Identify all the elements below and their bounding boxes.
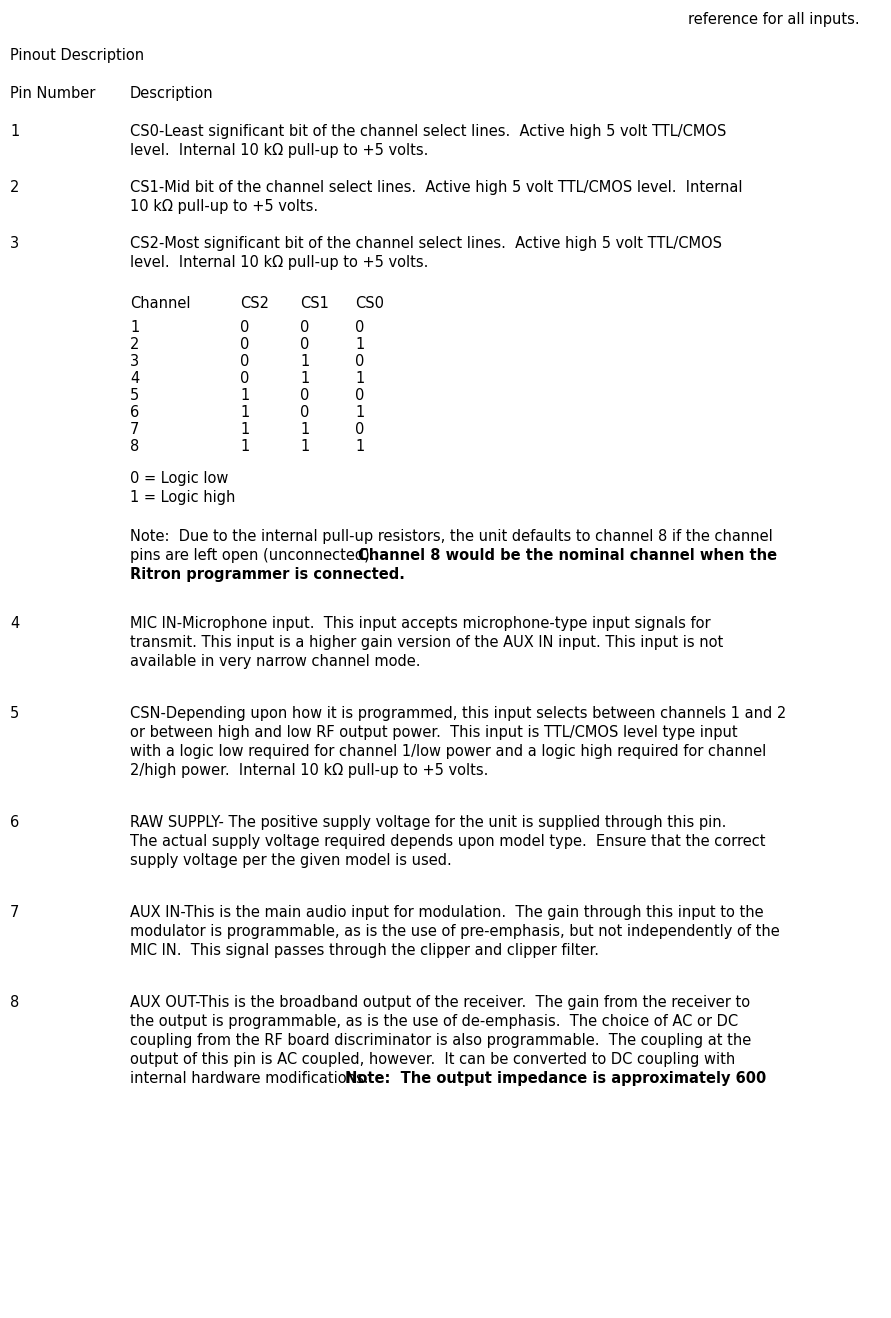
Text: CS2-Most significant bit of the channel select lines.  Active high 5 volt TTL/CM: CS2-Most significant bit of the channel … (130, 236, 722, 250)
Text: 6: 6 (130, 405, 139, 420)
Text: 0: 0 (355, 320, 364, 335)
Text: 0: 0 (355, 387, 364, 403)
Text: 7: 7 (130, 422, 139, 438)
Text: 7: 7 (10, 905, 20, 920)
Text: Pin Number: Pin Number (10, 86, 95, 101)
Text: or between high and low RF output power.  This input is TTL/CMOS level type inpu: or between high and low RF output power.… (130, 725, 738, 739)
Text: 1: 1 (240, 405, 249, 420)
Text: 0: 0 (300, 387, 309, 403)
Text: CS0-Least significant bit of the channel select lines.  Active high 5 volt TTL/C: CS0-Least significant bit of the channel… (130, 124, 726, 138)
Text: 0: 0 (300, 405, 309, 420)
Text: MIC IN.  This signal passes through the clipper and clipper filter.: MIC IN. This signal passes through the c… (130, 942, 599, 958)
Text: Channel: Channel (130, 297, 191, 311)
Text: AUX OUT-This is the broadband output of the receiver.  The gain from the receive: AUX OUT-This is the broadband output of … (130, 995, 750, 1010)
Text: the output is programmable, as is the use of de-emphasis.  The choice of AC or D: the output is programmable, as is the us… (130, 1014, 738, 1029)
Text: modulator is programmable, as is the use of pre-emphasis, but not independently : modulator is programmable, as is the use… (130, 924, 780, 938)
Text: internal hardware modifications.: internal hardware modifications. (130, 1072, 369, 1086)
Text: CS0: CS0 (355, 297, 384, 311)
Text: 5: 5 (130, 387, 139, 403)
Text: transmit. This input is a higher gain version of the AUX IN input. This input is: transmit. This input is a higher gain ve… (130, 635, 723, 650)
Text: Ritron programmer is connected.: Ritron programmer is connected. (130, 567, 405, 583)
Text: 1: 1 (355, 405, 364, 420)
Text: CS2: CS2 (240, 297, 269, 311)
Text: The actual supply voltage required depends upon model type.  Ensure that the cor: The actual supply voltage required depen… (130, 834, 765, 849)
Text: Channel 8 would be the nominal channel when the: Channel 8 would be the nominal channel w… (358, 548, 777, 563)
Text: 1: 1 (355, 439, 364, 453)
Text: 0: 0 (240, 337, 249, 352)
Text: available in very narrow channel mode.: available in very narrow channel mode. (130, 654, 421, 670)
Text: 4: 4 (130, 370, 139, 386)
Text: Note:  The output impedance is approximately 600: Note: The output impedance is approximat… (345, 1072, 766, 1086)
Text: 0: 0 (355, 422, 364, 438)
Text: 1: 1 (300, 422, 309, 438)
Text: 1: 1 (355, 337, 364, 352)
Text: 8: 8 (10, 995, 20, 1010)
Text: 2/high power.  Internal 10 kΩ pull-up to +5 volts.: 2/high power. Internal 10 kΩ pull-up to … (130, 763, 488, 778)
Text: output of this pin is AC coupled, however.  It can be converted to DC coupling w: output of this pin is AC coupled, howeve… (130, 1052, 735, 1068)
Text: 0: 0 (240, 320, 249, 335)
Text: 1: 1 (240, 387, 249, 403)
Text: 6: 6 (10, 815, 20, 830)
Text: 0: 0 (300, 320, 309, 335)
Text: 5: 5 (10, 706, 20, 721)
Text: AUX IN-This is the main audio input for modulation.  The gain through this input: AUX IN-This is the main audio input for … (130, 905, 764, 920)
Text: coupling from the RF board discriminator is also programmable.  The coupling at : coupling from the RF board discriminator… (130, 1033, 751, 1048)
Text: 1: 1 (300, 370, 309, 386)
Text: MIC IN-Microphone input.  This input accepts microphone-type input signals for: MIC IN-Microphone input. This input acce… (130, 616, 711, 631)
Text: RAW SUPPLY- The positive supply voltage for the unit is supplied through this pi: RAW SUPPLY- The positive supply voltage … (130, 815, 726, 830)
Text: 1: 1 (300, 439, 309, 453)
Text: reference for all inputs.: reference for all inputs. (689, 12, 860, 26)
Text: 8: 8 (130, 439, 139, 453)
Text: 1 = Logic high: 1 = Logic high (130, 490, 235, 505)
Text: with a logic low required for channel 1/low power and a logic high required for : with a logic low required for channel 1/… (130, 743, 766, 759)
Text: 0: 0 (240, 370, 249, 386)
Text: level.  Internal 10 kΩ pull-up to +5 volts.: level. Internal 10 kΩ pull-up to +5 volt… (130, 142, 429, 158)
Text: 10 kΩ pull-up to +5 volts.: 10 kΩ pull-up to +5 volts. (130, 199, 318, 214)
Text: CS1-Mid bit of the channel select lines.  Active high 5 volt TTL/CMOS level.  In: CS1-Mid bit of the channel select lines.… (130, 181, 742, 195)
Text: 4: 4 (10, 616, 20, 631)
Text: 1: 1 (240, 422, 249, 438)
Text: pins are left open (unconnected).: pins are left open (unconnected). (130, 548, 384, 563)
Text: Note:  Due to the internal pull-up resistors, the unit defaults to channel 8 if : Note: Due to the internal pull-up resist… (130, 529, 772, 544)
Text: 1: 1 (130, 320, 139, 335)
Text: 0: 0 (240, 355, 249, 369)
Text: 3: 3 (130, 355, 139, 369)
Text: 0: 0 (355, 355, 364, 369)
Text: Pinout Description: Pinout Description (10, 47, 144, 63)
Text: CSN-Depending upon how it is programmed, this input selects between channels 1 a: CSN-Depending upon how it is programmed,… (130, 706, 786, 721)
Text: 2: 2 (10, 181, 20, 195)
Text: level.  Internal 10 kΩ pull-up to +5 volts.: level. Internal 10 kΩ pull-up to +5 volt… (130, 254, 429, 270)
Text: 0 = Logic low: 0 = Logic low (130, 471, 228, 486)
Text: 1: 1 (300, 355, 309, 369)
Text: supply voltage per the given model is used.: supply voltage per the given model is us… (130, 853, 452, 869)
Text: 1: 1 (10, 124, 20, 138)
Text: 2: 2 (130, 337, 139, 352)
Text: Description: Description (130, 86, 214, 101)
Text: CS1: CS1 (300, 297, 329, 311)
Text: 1: 1 (240, 439, 249, 453)
Text: 1: 1 (355, 370, 364, 386)
Text: 0: 0 (300, 337, 309, 352)
Text: 3: 3 (10, 236, 19, 250)
